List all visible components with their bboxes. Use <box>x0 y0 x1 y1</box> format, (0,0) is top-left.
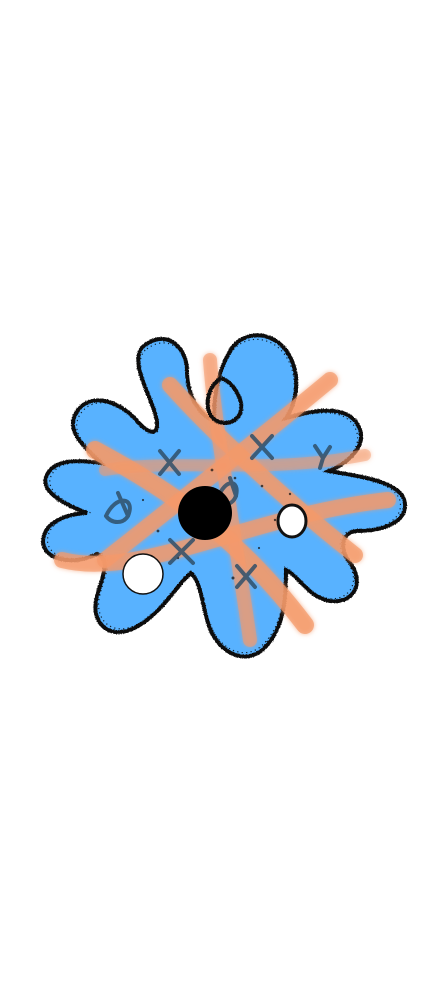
grid-dot <box>210 468 214 472</box>
x-mark-icon <box>168 538 195 565</box>
grid-dot <box>141 498 145 502</box>
grid-dot <box>288 492 292 496</box>
white-hole-icon <box>122 553 164 595</box>
grid-line-4 <box>54 492 396 572</box>
board-marks <box>104 434 332 589</box>
y-mark-icon <box>313 444 332 470</box>
grid-line-6 <box>99 449 371 476</box>
grid-dot <box>273 518 277 522</box>
creature-inner-outline <box>46 338 402 654</box>
creature-features <box>122 376 308 595</box>
x-mark-icon <box>235 564 257 589</box>
black-hole-icon <box>178 486 232 540</box>
x-mark-icon <box>158 449 181 476</box>
a-mark-icon <box>104 491 132 524</box>
grid-dot <box>257 546 261 550</box>
white-hole-icon <box>276 503 308 539</box>
x-mark-icon <box>250 434 274 460</box>
loop-outline-icon <box>205 376 244 425</box>
grid-dot <box>231 576 235 580</box>
grid-dot <box>156 529 160 533</box>
grid-dot <box>260 484 264 488</box>
grid-dot <box>233 476 237 480</box>
